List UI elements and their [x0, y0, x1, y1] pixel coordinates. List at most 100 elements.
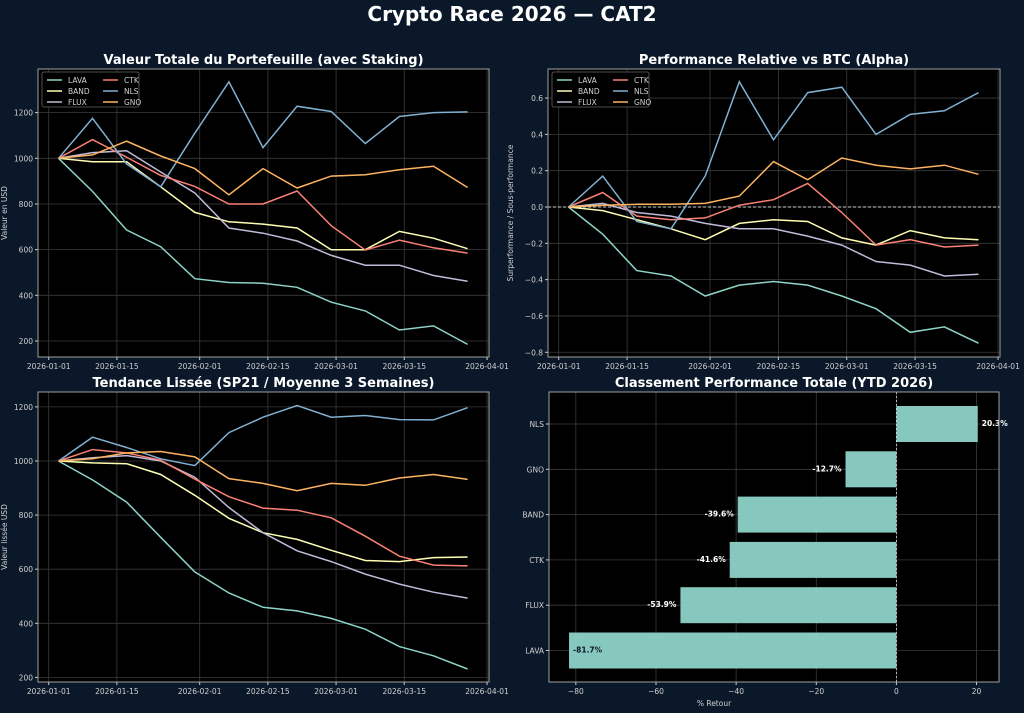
y-tick-label: 200	[19, 337, 34, 346]
series-line-lava	[57, 157, 468, 346]
bar-data-label: -41.6%	[697, 555, 727, 564]
series-line-flux	[58, 150, 468, 282]
x-tick-label: 2026-04-01	[465, 362, 509, 371]
y-tick-label: 0.6	[531, 94, 543, 103]
bar-flux	[680, 587, 897, 624]
y-axis-label: Valeur lissée USD	[0, 504, 9, 570]
panel-2: Performance Relative vs BTC (Alpha) 2026-…	[506, 53, 1020, 371]
bar-data-label: -39.6%	[705, 510, 735, 519]
axes-frame	[548, 391, 1000, 683]
x-tick-label: 2026-03-01	[314, 687, 358, 696]
axes-background	[38, 69, 489, 357]
x-tick-label: 2026-04-01	[465, 687, 509, 696]
bar-data-label: -81.7%	[573, 646, 603, 655]
x-tick-label: 2026-02-01	[178, 362, 222, 371]
x-tick-label: 2026-02-01	[688, 362, 732, 371]
panel-4: Classement Performance Totale (YTD 2026)…	[522, 376, 1008, 708]
legend-label-gno: GNO	[634, 98, 651, 107]
y-tick-label: 1000	[14, 457, 33, 466]
y-tick-label: 600	[19, 565, 34, 574]
legend-label-lava: LAVA	[68, 76, 88, 85]
bar-data-label: -12.7%	[812, 464, 842, 473]
series-line-lava	[568, 206, 979, 344]
bar-gno	[845, 451, 897, 488]
y-tick-label: GNO	[527, 465, 544, 474]
panel-title: Tendance Lissée (SP21 / Moyenne 3 Semain…	[93, 376, 435, 391]
legend-label-nls: NLS	[124, 87, 139, 96]
x-tick-label: 2026-03-01	[825, 362, 869, 371]
y-tick-label: 200	[19, 673, 34, 682]
x-tick-label: −20	[808, 687, 824, 696]
series-line-flux	[568, 202, 979, 277]
axes-frame	[37, 68, 490, 358]
axes-background	[548, 69, 1000, 357]
y-tick-label: 400	[19, 291, 34, 300]
x-tick-label: 2026-01-01	[27, 362, 71, 371]
x-tick-label: 2026-02-15	[246, 362, 290, 371]
series-line-nls	[567, 79, 979, 230]
page-title: Crypto Race 2026 — CAT2	[367, 2, 656, 26]
y-tick-label: CTK	[529, 556, 545, 565]
bar-data-label: -53.9%	[647, 600, 677, 609]
series-line-flux	[58, 454, 468, 599]
x-tick-label: 2026-01-15	[95, 362, 139, 371]
series-line-band	[58, 157, 468, 251]
x-tick-label: 2026-03-15	[382, 687, 426, 696]
y-tick-label: 0.0	[531, 203, 543, 212]
legend: LAVA BAND FLUX CTK NLS GNO	[551, 71, 651, 108]
legend-label-band: BAND	[68, 87, 90, 96]
y-tick-label: 0.4	[531, 130, 543, 139]
x-axis-label: % Retour	[697, 699, 732, 708]
x-tick-label: −40	[728, 687, 744, 696]
x-tick-label: 2026-01-15	[605, 362, 649, 371]
panels: Valeur Totale du Portefeuille (avec Stak…	[0, 53, 1020, 708]
series-line-band	[568, 206, 979, 246]
bar-data-label: 20.3%	[982, 419, 1009, 428]
y-tick-label: 600	[19, 246, 34, 255]
x-tick-label: 2026-01-01	[537, 362, 581, 371]
series-line-nls	[57, 80, 468, 188]
y-tick-label: 800	[19, 200, 34, 209]
series-line-ctk	[58, 138, 468, 254]
bar-ctk	[729, 541, 897, 578]
legend-label-flux: FLUX	[578, 98, 597, 107]
legend-label-lava: LAVA	[578, 76, 598, 85]
x-tick-label: 2026-02-15	[757, 362, 801, 371]
y-tick-label: FLUX	[525, 601, 544, 610]
x-tick-label: 2026-01-01	[27, 687, 71, 696]
series-line-gno	[568, 157, 979, 208]
x-tick-label: 2026-03-15	[893, 362, 937, 371]
legend-label-nls: NLS	[634, 87, 649, 96]
x-tick-label: 2026-03-15	[382, 362, 426, 371]
panel-1: Valeur Totale du Portefeuille (avec Stak…	[0, 53, 509, 371]
axes-background	[38, 392, 489, 682]
bar-nls	[896, 406, 978, 442]
x-tick-label: 2026-01-15	[95, 687, 139, 696]
y-axis-label: Valeur en USD	[0, 186, 9, 240]
panel-title: Valeur Totale du Portefeuille (avec Stak…	[103, 53, 423, 68]
y-tick-label: −0.6	[525, 312, 543, 321]
legend-label-gno: GNO	[124, 98, 141, 107]
series-line-lava	[58, 460, 468, 670]
x-tick-label: 20	[972, 687, 982, 696]
y-axis-label: Surperformance / Sous-performance	[506, 144, 515, 281]
y-tick-label: 0.2	[531, 167, 543, 176]
y-tick-label: NLS	[529, 420, 544, 429]
series-line-gno	[58, 140, 468, 196]
y-tick-label: 400	[19, 619, 34, 628]
x-tick-label: −60	[648, 687, 664, 696]
y-tick-label: −0.8	[525, 348, 543, 357]
bar-band	[737, 496, 897, 533]
bar-lava	[569, 632, 897, 669]
series-line-gno	[58, 450, 468, 492]
legend-label-ctk: CTK	[634, 76, 650, 85]
series-line-ctk	[568, 182, 979, 248]
y-tick-label: 800	[19, 511, 34, 520]
x-tick-label: 0	[894, 687, 899, 696]
panel-title: Performance Relative vs BTC (Alpha)	[639, 53, 909, 68]
y-tick-label: 1000	[14, 154, 33, 163]
legend: LAVA BAND FLUX CTK NLS GNO	[41, 71, 141, 108]
series-line-nls	[58, 404, 468, 467]
legend-label-ctk: CTK	[124, 76, 140, 85]
